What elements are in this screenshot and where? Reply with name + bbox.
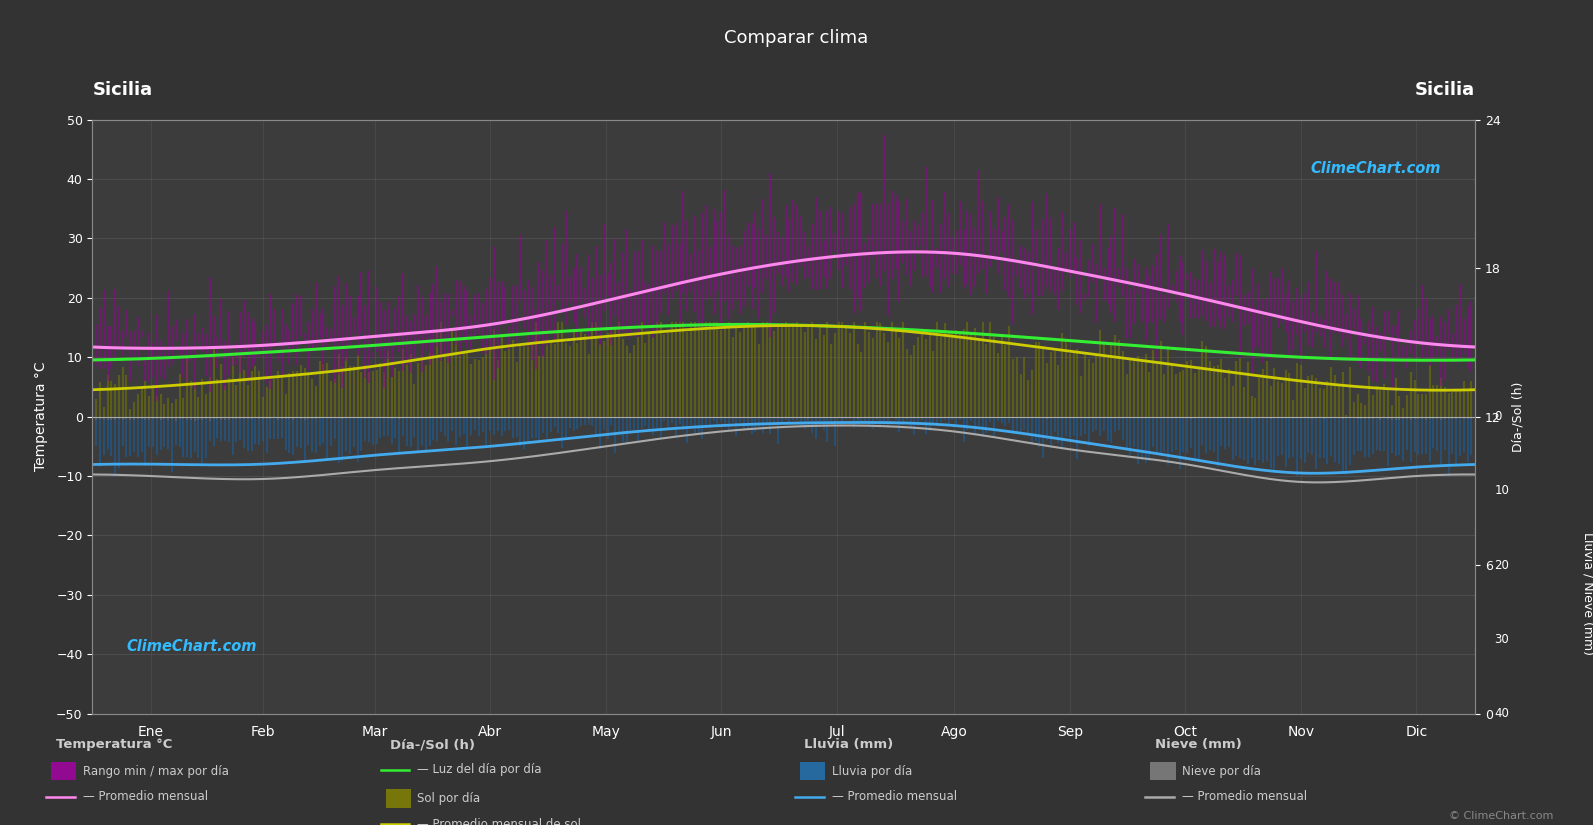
Text: Lluvia / Nieve (mm): Lluvia / Nieve (mm): [1582, 532, 1593, 656]
Text: Lluvia por día: Lluvia por día: [832, 765, 911, 778]
Text: — Luz del día por día: — Luz del día por día: [417, 763, 542, 776]
Y-axis label: Día-/Sol (h): Día-/Sol (h): [1512, 381, 1525, 452]
Text: Rango min / max por día: Rango min / max por día: [83, 765, 229, 778]
Text: Temperatura °C: Temperatura °C: [56, 738, 172, 752]
Text: Comparar clima: Comparar clima: [725, 29, 868, 47]
Text: Día-/Sol (h): Día-/Sol (h): [390, 738, 475, 752]
Text: Nieve por día: Nieve por día: [1182, 765, 1262, 778]
Text: © ClimeChart.com: © ClimeChart.com: [1448, 811, 1553, 821]
Text: ClimeChart.com: ClimeChart.com: [1309, 161, 1440, 177]
Text: Sicilia: Sicilia: [92, 81, 153, 99]
Text: 0: 0: [1494, 410, 1502, 423]
Text: Nieve (mm): Nieve (mm): [1155, 738, 1241, 752]
Text: — Promedio mensual de sol: — Promedio mensual de sol: [417, 818, 581, 825]
Text: 20: 20: [1494, 559, 1509, 572]
Text: 10: 10: [1494, 484, 1509, 497]
Text: ClimeChart.com: ClimeChart.com: [127, 639, 258, 654]
Text: Sol por día: Sol por día: [417, 792, 481, 805]
Text: — Promedio mensual: — Promedio mensual: [1182, 790, 1308, 804]
Y-axis label: Temperatura °C: Temperatura °C: [33, 362, 48, 471]
Text: Sicilia: Sicilia: [1415, 81, 1475, 99]
Text: — Promedio mensual: — Promedio mensual: [83, 790, 209, 804]
Text: — Promedio mensual: — Promedio mensual: [832, 790, 957, 804]
Text: 30: 30: [1494, 633, 1509, 646]
Text: Lluvia (mm): Lluvia (mm): [804, 738, 894, 752]
Text: 40: 40: [1494, 707, 1509, 720]
